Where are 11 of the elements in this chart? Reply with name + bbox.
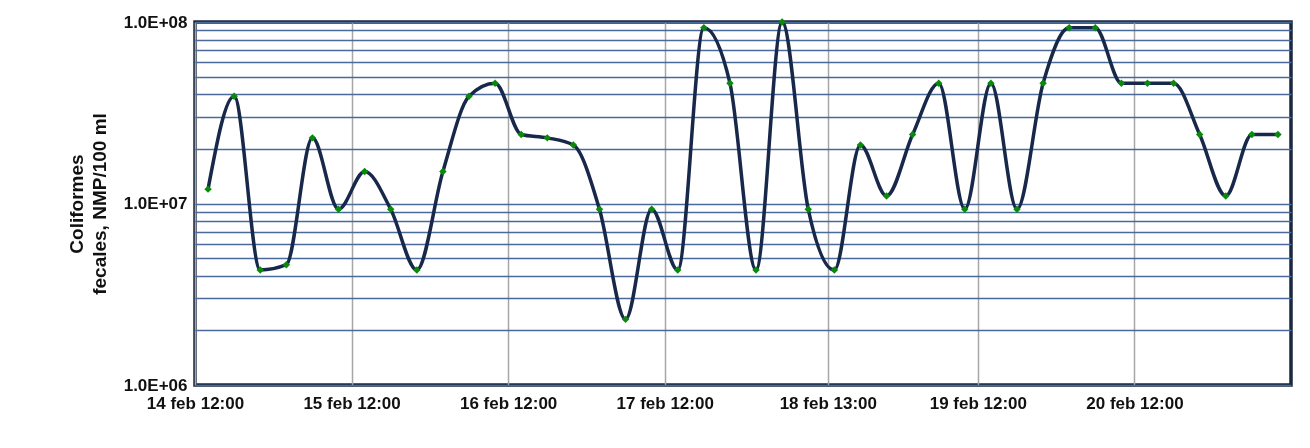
y-tick-label: 1.0E+07 [123,194,188,213]
y-axis-title: Coliformes fecales, NMP/100 ml [65,113,110,295]
x-tick-label: 18 feb 13:00 [779,393,877,413]
x-tick-label: 17 feb 12:00 [616,393,714,413]
x-tick-label: 14 feb 12:00 [146,393,245,413]
x-tick-label: 19 feb 12:00 [929,393,1028,413]
y-tick-label: 1.0E+06 [123,375,188,395]
x-tick-label: 20 feb 12:00 [1086,393,1184,413]
y-tick-label: 1.0E+08 [123,12,188,32]
x-tick-label: 15 feb 12:00 [303,393,401,413]
x-tick-label: 16 feb 12:00 [459,393,558,413]
